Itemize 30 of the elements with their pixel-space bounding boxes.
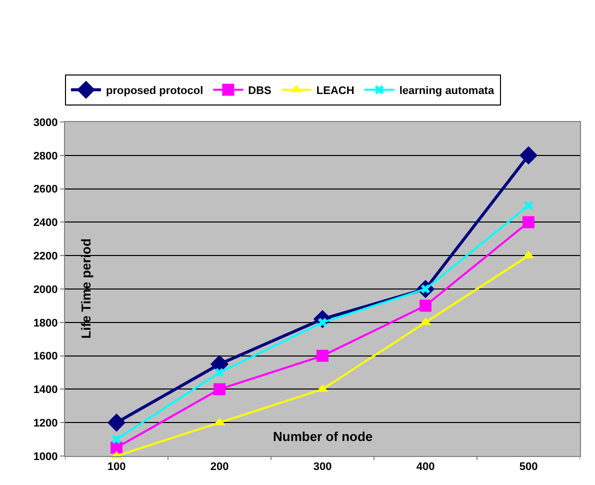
y-tick-label: 2600: [33, 184, 58, 196]
point: [522, 216, 534, 228]
x-tick-label: 400: [416, 461, 435, 474]
y-tick-label: 1000: [33, 450, 58, 463]
legend-label: LEACH: [316, 85, 354, 98]
y-tick-label: 2400: [33, 217, 58, 230]
point: [519, 146, 538, 164]
y-tick-label: 2800: [33, 150, 58, 162]
point: [107, 414, 126, 432]
y-tick-label: 1800: [33, 317, 58, 330]
x-tick-label: 500: [519, 461, 538, 474]
y-tick-label: 1200: [33, 417, 58, 430]
x-tick-label: 100: [107, 461, 126, 474]
y-tick-label: 1400: [33, 384, 58, 396]
x-tick-label: 300: [313, 461, 332, 474]
y-tick-label: 2000: [33, 284, 58, 296]
y-tick-label: 1600: [33, 350, 58, 363]
point: [316, 350, 328, 362]
point: [524, 200, 534, 210]
x-axis-title: Number of node: [273, 429, 373, 444]
point: [420, 300, 432, 312]
y-tick-label: 2200: [33, 250, 58, 262]
point: [214, 383, 226, 396]
point: [214, 368, 224, 378]
point: [112, 434, 122, 444]
y-tick-label: 3000: [33, 116, 58, 129]
legend-label: proposed protocol: [106, 85, 204, 98]
legend-label: DBS: [248, 85, 272, 98]
x-tick-label: 200: [210, 461, 229, 474]
legend-label: learning automata: [399, 85, 495, 98]
